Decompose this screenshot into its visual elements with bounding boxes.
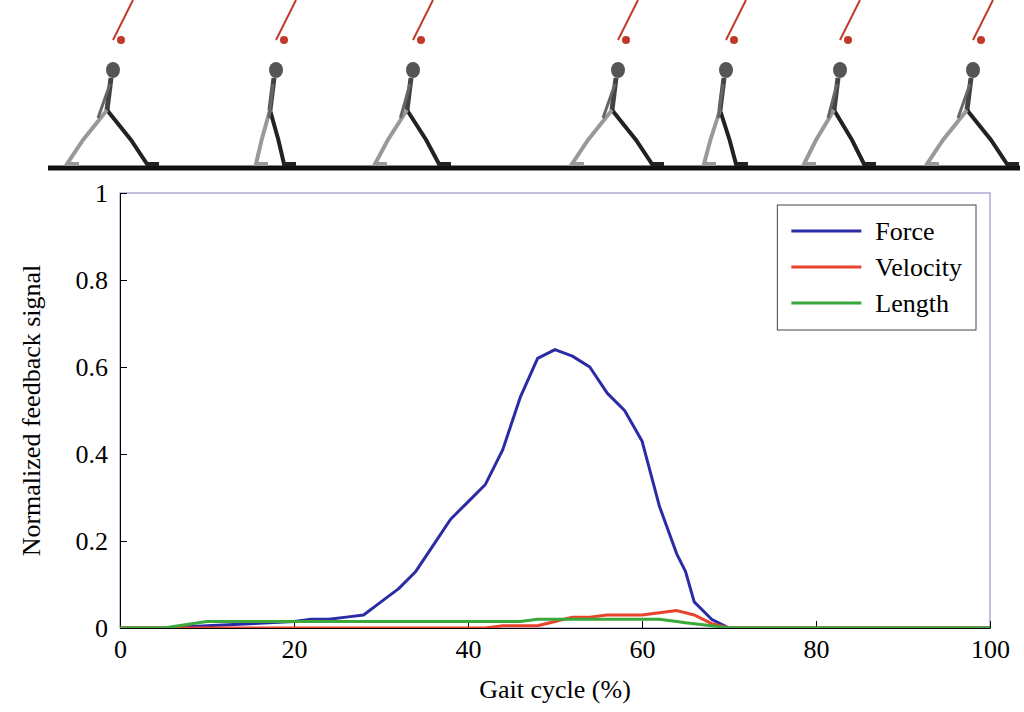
figure-leg-back xyxy=(256,110,270,164)
figure-leg-back xyxy=(572,110,612,164)
y-tick: 0.6 xyxy=(76,353,128,382)
legend-item: Force xyxy=(791,217,934,246)
y-tick-mark xyxy=(120,541,127,542)
figure-head xyxy=(833,62,847,78)
legend-swatch xyxy=(791,229,861,232)
figure-leg-front xyxy=(107,110,159,164)
walker-figure xyxy=(572,0,664,164)
pointer-dot xyxy=(730,36,738,44)
y-tick-label: 0.2 xyxy=(76,527,109,556)
y-axis: 0 0.2 0.4 0.6 0.8 1 xyxy=(76,179,128,643)
chart: 0 20 40 60 80 100 0 0.2 0.4 0.6 0.8 1 Gait cycle (%)… xyxy=(0,0,1024,712)
series-line xyxy=(120,619,990,628)
walker-figure xyxy=(804,0,876,164)
series-line xyxy=(120,611,990,628)
x-tick-label: 80 xyxy=(804,635,830,664)
legend-label: Velocity xyxy=(875,253,962,282)
legend-box xyxy=(777,205,976,330)
figure-leg-front xyxy=(612,110,664,164)
y-tick-mark xyxy=(120,454,127,455)
figure-head xyxy=(611,62,625,78)
y-tick-mark xyxy=(120,280,127,281)
figure-arm xyxy=(400,84,410,118)
pointer-rod xyxy=(413,0,433,40)
y-tick-mark xyxy=(120,628,127,629)
walker-figure xyxy=(927,0,1019,164)
legend-label: Force xyxy=(875,217,934,246)
x-axis-title: Gait cycle (%) xyxy=(479,675,631,704)
y-tick: 0.8 xyxy=(76,266,128,295)
y-tick-label: 1 xyxy=(95,179,108,208)
pointer-dot xyxy=(844,36,852,44)
pointer-rod xyxy=(973,0,993,40)
figure-arm xyxy=(603,84,615,118)
x-tick-label: 60 xyxy=(630,635,656,664)
x-axis-line xyxy=(121,628,991,629)
pointer-dot xyxy=(280,36,288,44)
x-tick-label: 20 xyxy=(282,635,308,664)
legend-label: Length xyxy=(875,289,949,318)
y-tick-mark xyxy=(120,193,127,194)
walker-figure xyxy=(704,0,748,164)
x-tick-mark xyxy=(642,621,643,628)
x-tick-label: 40 xyxy=(456,635,482,664)
x-tick-mark xyxy=(990,621,991,628)
figure-head xyxy=(966,62,980,78)
x-tick-label: 0 xyxy=(114,635,127,664)
y-tick: 0.4 xyxy=(76,440,128,469)
y-tick: 0 xyxy=(95,614,127,643)
figure-head xyxy=(269,62,283,78)
pointer-dot xyxy=(117,36,125,44)
figure-leg-front xyxy=(270,110,296,164)
pointer-rod xyxy=(840,0,860,40)
y-tick: 0.2 xyxy=(76,527,128,556)
figure-head xyxy=(106,62,120,78)
x-tick: 60 xyxy=(630,621,656,664)
walker-figure xyxy=(67,0,159,164)
pointer-rod xyxy=(618,0,638,40)
figure-leg-back xyxy=(927,110,967,164)
pointer-dot xyxy=(977,36,985,44)
figure-arm xyxy=(269,84,273,118)
figure-leg-back xyxy=(704,110,720,164)
figure-arm xyxy=(718,84,723,118)
y-tick-label: 0.4 xyxy=(76,440,109,469)
figure-leg-front xyxy=(407,110,451,164)
pointer-dot xyxy=(417,36,425,44)
pointer-rod xyxy=(276,0,296,40)
series-line xyxy=(120,350,990,628)
y-tick-label: 0 xyxy=(95,614,108,643)
y-tick-mark xyxy=(120,367,127,368)
figure-head xyxy=(719,62,733,78)
figure-head xyxy=(406,62,420,78)
plot-frame xyxy=(120,193,990,628)
walker-strip xyxy=(48,0,1020,168)
figure-leg-back xyxy=(375,110,407,164)
y-tick-label: 0.6 xyxy=(76,353,109,382)
y-axis-title: Normalized feedback signal xyxy=(17,265,46,557)
walker-figure xyxy=(375,0,451,164)
legend-item: Length xyxy=(791,289,949,318)
legend-item: Velocity xyxy=(791,253,962,282)
pointer-rod xyxy=(726,0,746,40)
walker-figure xyxy=(256,0,296,164)
x-tick-label: 100 xyxy=(971,635,1010,664)
pointer-dot xyxy=(622,36,630,44)
figure-leg-back xyxy=(67,110,107,164)
figure-leg-front xyxy=(720,110,748,164)
y-tick-label: 0.8 xyxy=(76,266,109,295)
figure-arm xyxy=(98,84,110,118)
figure-arm xyxy=(958,84,970,118)
ground-line xyxy=(48,166,1020,171)
legend-swatch xyxy=(791,265,861,268)
figure-arm xyxy=(828,84,837,118)
figure-leg-front xyxy=(834,110,876,164)
y-axis-line xyxy=(120,194,121,629)
legend: Force Velocity Length xyxy=(777,205,976,330)
plot-area xyxy=(120,350,990,628)
y-tick: 1 xyxy=(95,179,127,208)
legend-swatch xyxy=(791,301,861,304)
figure-leg-front xyxy=(967,110,1019,164)
pointer-rod xyxy=(113,0,133,40)
